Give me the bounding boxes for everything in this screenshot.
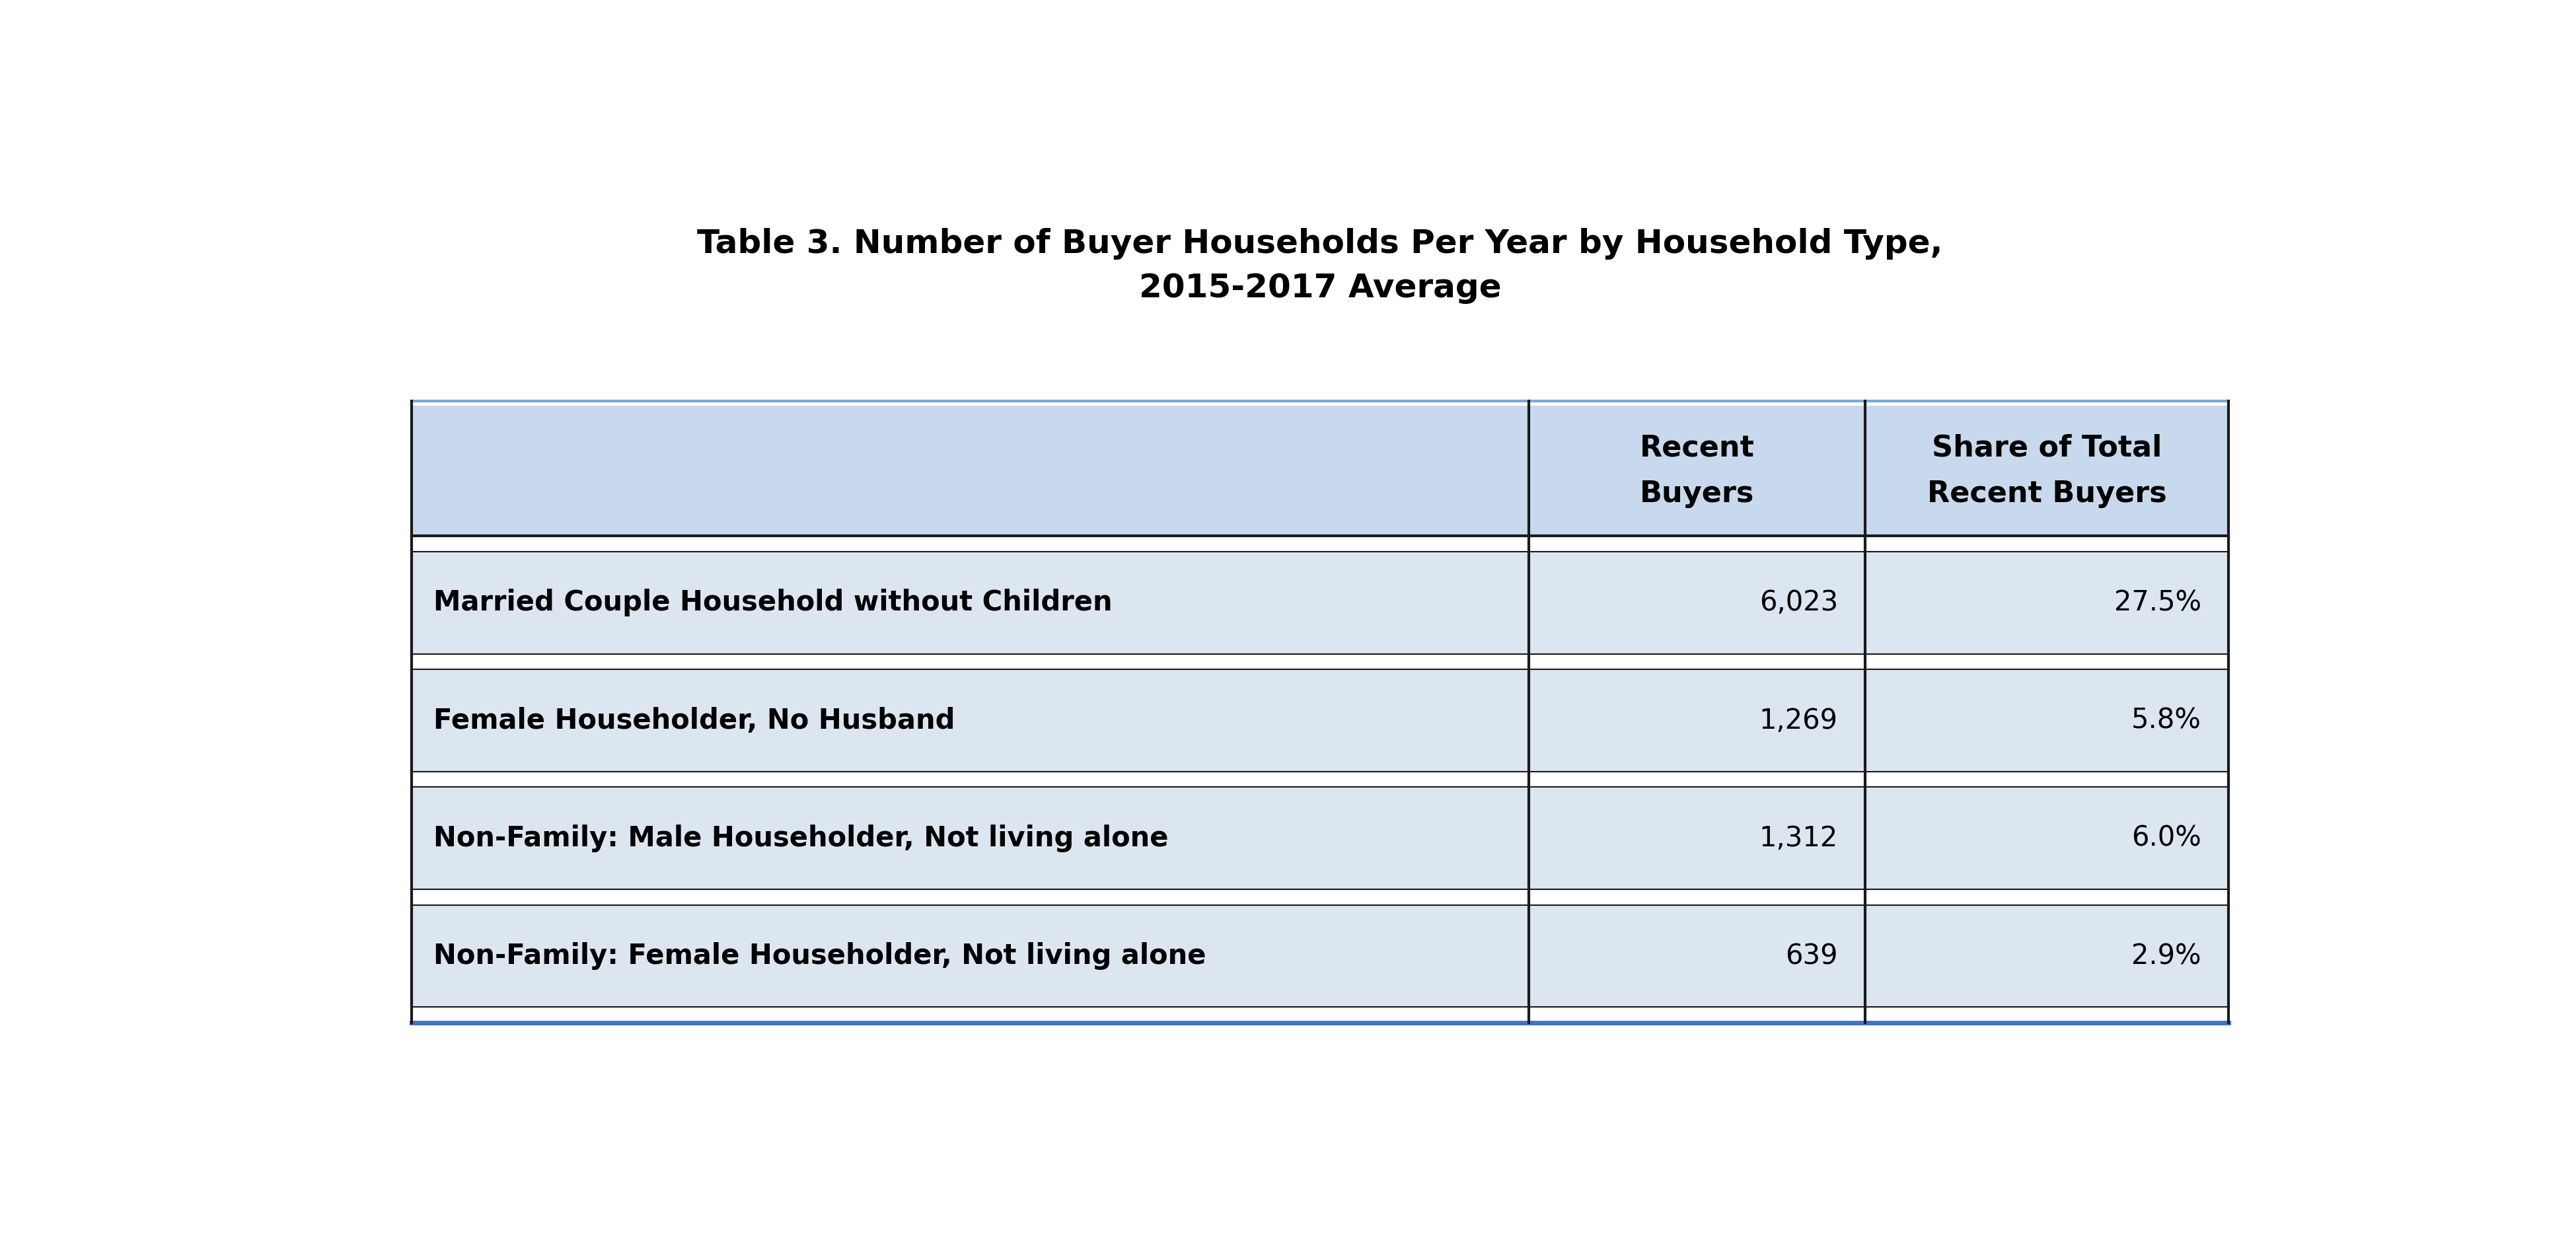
Text: 6.0%: 6.0% [2130, 824, 2202, 853]
Text: Married Couple Household without Children: Married Couple Household without Childre… [433, 588, 1113, 617]
Text: Recent
Buyers: Recent Buyers [1641, 433, 1754, 508]
Text: 6,023: 6,023 [1759, 588, 1837, 617]
Bar [412, 788, 2228, 889]
Text: Non-Family: Male Householder, Not living alone: Non-Family: Male Householder, Not living… [433, 824, 1170, 853]
Text: 2.9%: 2.9% [2130, 943, 2202, 970]
Text: Female Householder, No Husband: Female Householder, No Husband [433, 706, 956, 735]
Text: 1,269: 1,269 [1759, 706, 1837, 735]
Text: Share of Total
Recent Buyers: Share of Total Recent Buyers [1927, 433, 2166, 508]
Text: Non-Family: Female Householder, Not living alone: Non-Family: Female Householder, Not livi… [433, 943, 1206, 970]
Text: 1,312: 1,312 [1759, 824, 1837, 853]
Text: 5.8%: 5.8% [2130, 706, 2202, 735]
Bar [412, 552, 2228, 654]
Bar [412, 905, 2228, 1007]
Bar [412, 670, 2228, 771]
Text: Table 3. Number of Buyer Households Per Year by Household Type,
2015-2017 Averag: Table 3. Number of Buyer Households Per … [698, 228, 1942, 304]
Text: 639: 639 [1785, 943, 1837, 970]
Text: 27.5%: 27.5% [2115, 588, 2202, 617]
Bar [412, 406, 2228, 536]
